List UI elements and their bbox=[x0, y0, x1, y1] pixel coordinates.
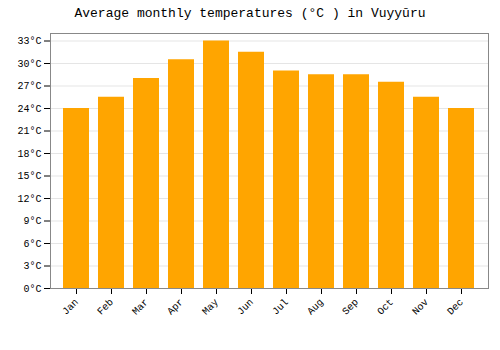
svg-text:6°C: 6°C bbox=[23, 239, 41, 250]
svg-text:Oct: Oct bbox=[375, 297, 396, 318]
svg-text:Nov: Nov bbox=[410, 297, 431, 318]
svg-text:24°C: 24°C bbox=[17, 104, 41, 115]
svg-text:Jun: Jun bbox=[235, 297, 256, 318]
svg-text:Jan: Jan bbox=[60, 297, 81, 318]
html-text:Average monthly temperatures (: Average monthly temperatures (°C ) in Vu… bbox=[74, 6, 426, 21]
svg-text:Jul: Jul bbox=[270, 297, 291, 318]
svg-text:Feb: Feb bbox=[95, 297, 116, 318]
svg-text:Sep: Sep bbox=[340, 297, 361, 318]
svg-text:3°C: 3°C bbox=[23, 261, 41, 272]
svg-text:33°C: 33°C bbox=[17, 36, 41, 47]
svg-text:Apr: Apr bbox=[165, 297, 186, 318]
svg-text:Dec: Dec bbox=[445, 297, 466, 318]
svg-text:27°C: 27°C bbox=[17, 81, 41, 92]
svg-text:30°C: 30°C bbox=[17, 59, 41, 70]
svg-text:May: May bbox=[200, 297, 221, 318]
svg-text:Aug: Aug bbox=[305, 297, 326, 318]
svg-text:18°C: 18°C bbox=[17, 149, 41, 160]
svg-text:0°C: 0°C bbox=[23, 284, 41, 295]
svg-text:9°C: 9°C bbox=[23, 216, 41, 227]
svg-text:12°C: 12°C bbox=[17, 194, 41, 205]
svg-text:Mar: Mar bbox=[130, 297, 151, 318]
svg-text:21°C: 21°C bbox=[17, 126, 41, 137]
svg-text:15°C: 15°C bbox=[17, 171, 41, 182]
